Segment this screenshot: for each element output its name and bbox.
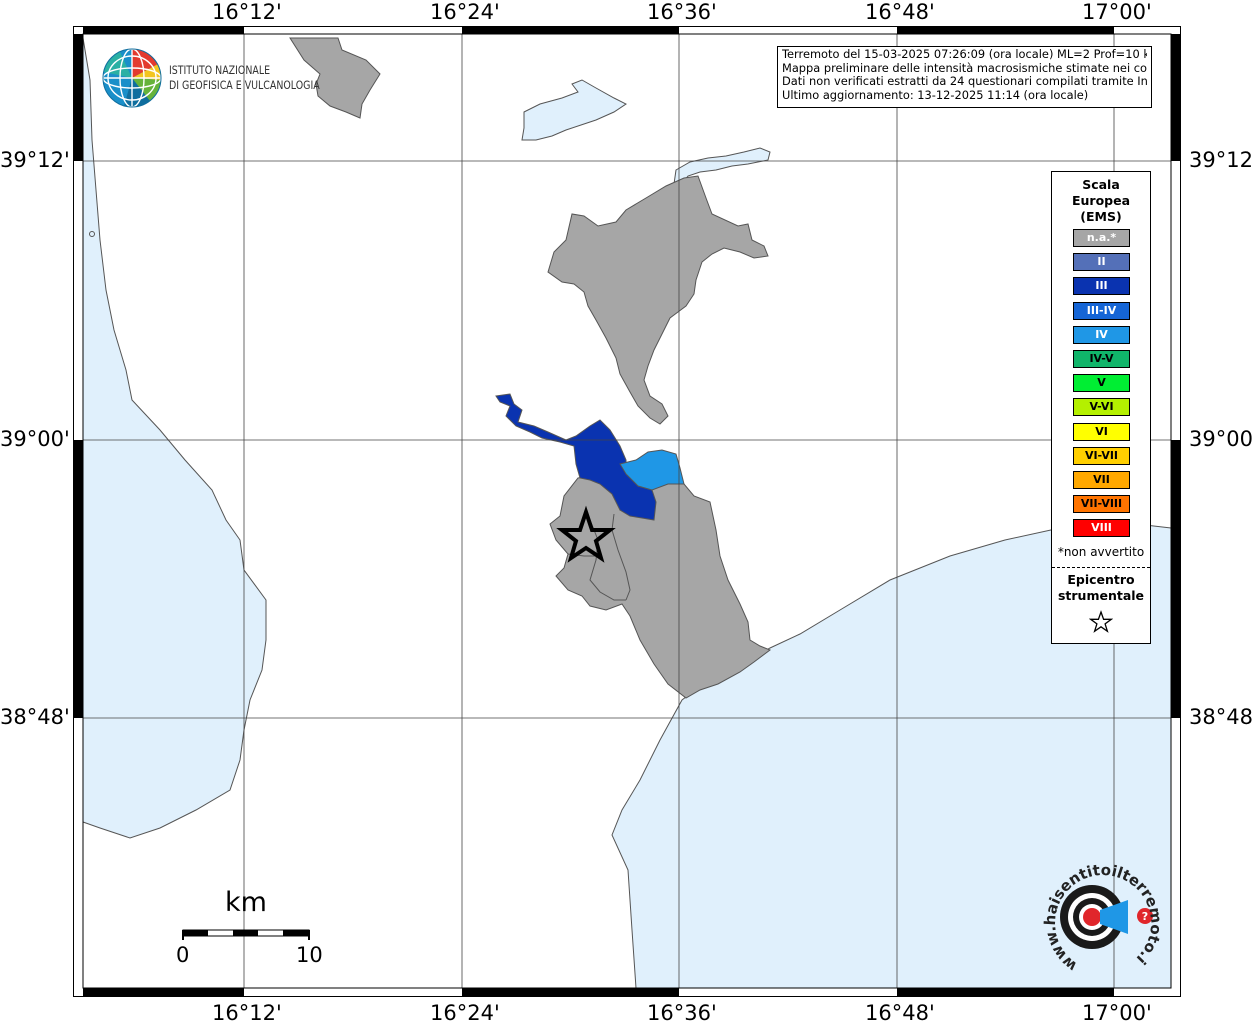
event-info-box: Terremoto del 15-03-2025 07:26:09 (ora l… — [777, 46, 1152, 108]
municipality-north-not-felt — [289, 37, 381, 119]
legend-swatch-na: n.a.* — [1073, 229, 1130, 247]
lon-label-top-2: 16°24' — [430, 0, 500, 24]
legend-swatch-iii: III — [1073, 277, 1130, 296]
lat-label-left-3: 38°48' — [0, 705, 70, 729]
legend-epicenter-line-1: Epicentro — [1067, 572, 1135, 587]
event-info-line-1: Terremoto del 15-03-2025 07:26:09 (ora l… — [782, 48, 1147, 61]
scale-end-label: 10 — [296, 943, 323, 967]
municipality-central-not-felt — [547, 175, 769, 425]
legend-swatch-ivv: IV-V — [1073, 350, 1130, 368]
legend-star-icon — [1089, 610, 1113, 633]
institution-line-2: DI GEOFISICA E VULCANOLOGIA — [169, 78, 320, 92]
lon-label-bottom-2: 16°24' — [430, 1001, 500, 1025]
lat-label-right-1: 39°12' — [1189, 148, 1254, 172]
legend-swatch-vii: VII — [1073, 471, 1130, 489]
event-info-line-2: Mappa preliminare delle intensità macros… — [782, 61, 1147, 75]
legend-swatch-viiviii: VII-VIII — [1073, 495, 1130, 514]
ingv-logo-icon — [102, 48, 162, 108]
scale-unit-label: km — [225, 887, 267, 918]
legend-swatch-viii: VIII — [1073, 519, 1130, 538]
legend-epicenter-line-2: strumentale — [1057, 588, 1145, 603]
legend-title: Scala Europea (EMS) — [1052, 177, 1150, 225]
svg-text:?: ? — [1142, 910, 1148, 923]
lat-label-right-3: 38°48' — [1189, 705, 1254, 729]
lon-label-top-1: 16°12' — [212, 0, 282, 24]
lat-label-left-1: 39°12' — [0, 148, 70, 172]
legend-swatch-iiiiv: III-IV — [1073, 301, 1130, 320]
lat-label-left-2: 39°00' — [0, 427, 70, 451]
lat-label-right-2: 39°00' — [1189, 427, 1254, 451]
legend-swatch-vivii: VI-VII — [1073, 446, 1130, 465]
scale-start-label: 0 — [176, 943, 190, 967]
scale-bar — [182, 929, 310, 940]
lon-label-top-5: 17°00' — [1082, 0, 1152, 24]
legend-swatch-vvi: V-VI — [1073, 398, 1130, 417]
legend-swatch-v: V — [1073, 374, 1130, 393]
map-frame — [73, 26, 1181, 997]
institution-line-1: ISTITUTO NAZIONALE — [169, 63, 271, 77]
municipality-intensity-IV — [619, 449, 685, 491]
legend-title-line-2: Europea — [1071, 193, 1131, 208]
lon-label-bottom-5: 17°00' — [1082, 1001, 1152, 1025]
epicenter-star-icon — [556, 505, 616, 563]
legend-swatch-ii: II — [1073, 253, 1130, 272]
legend-note: *non avvertito — [1057, 545, 1145, 559]
legend-swatch-vi: VI — [1073, 422, 1130, 441]
lon-label-top-4: 16°48' — [865, 0, 935, 24]
lon-label-top-3: 16°36' — [647, 0, 717, 24]
municipality-intensity-III — [495, 393, 657, 521]
institution-name: ISTITUTO NAZIONALE DI GEOFISICA E VULCAN… — [169, 63, 320, 93]
legend-title-line-1: Scala — [1082, 177, 1120, 192]
legend-divider — [1052, 567, 1150, 568]
legend-epicenter-label: Epicentro strumentale — [1052, 572, 1150, 604]
legend-title-line-3: (EMS) — [1080, 209, 1122, 224]
event-info-line-4: Ultimo aggiornamento: 13-12-2025 11:14 (… — [782, 88, 1089, 102]
lon-label-bottom-1: 16°12' — [212, 1001, 282, 1025]
lon-label-bottom-4: 16°48' — [865, 1001, 935, 1025]
event-info-line-3: Dati non verificati estratti da 24 quest… — [782, 75, 1147, 89]
lon-label-bottom-3: 16°36' — [647, 1001, 717, 1025]
tyrrhenian-sea — [82, 37, 267, 839]
legend-swatch-iv: IV — [1073, 325, 1130, 344]
intensity-legend: Scala Europea (EMS) n.a.* II III III-IV IV IV… — [1051, 171, 1151, 644]
lake-ampollino — [521, 79, 627, 141]
